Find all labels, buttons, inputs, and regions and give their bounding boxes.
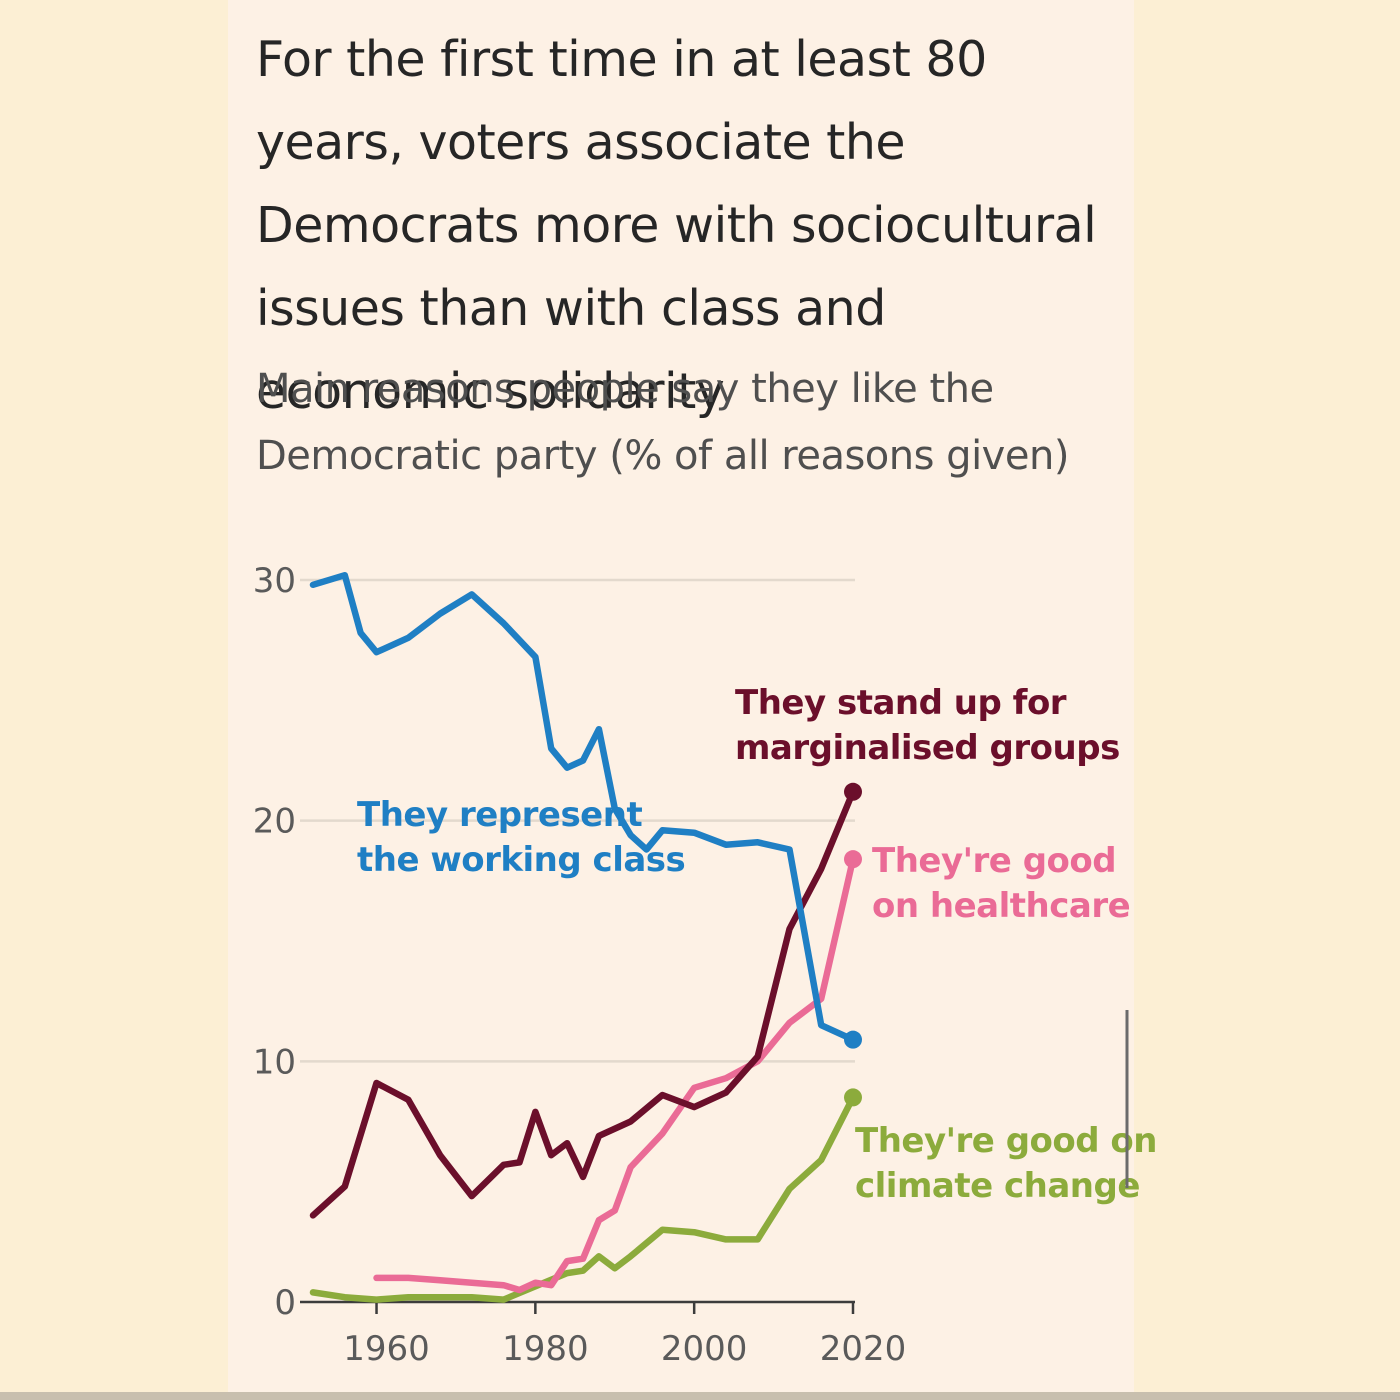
y-tick-label: 10 (253, 1042, 296, 1082)
y-tick-label: 20 (253, 802, 296, 842)
series-end-dot-healthcare (844, 850, 862, 869)
series-label-working_class: They represent (357, 795, 642, 835)
series-label-working_class: the working class (357, 840, 685, 880)
grid-layer (300, 578, 855, 1063)
x-tick-label: 1980 (502, 1329, 589, 1369)
bottom-rule (0, 1392, 1400, 1400)
chart-subtitle: Main reasons people say they like the De… (256, 366, 1069, 479)
series-label-marginalised: They stand up for (735, 683, 1067, 723)
series-label-healthcare: on healthcare (872, 886, 1130, 926)
axis-layer: 0 10 20 30 1960 1980 2000 2020 (253, 561, 907, 1369)
series-label-marginalised: marginalised groups (735, 728, 1120, 768)
x-tick-label: 2000 (661, 1329, 748, 1369)
y-tick-label: 30 (253, 561, 296, 601)
series-end-dot-working_class (844, 1030, 862, 1049)
series-label-climate: They're good on (855, 1121, 1157, 1161)
series-end-dot-climate (844, 1088, 862, 1107)
series-line-working_class (309, 571, 857, 1043)
series-line-climate (309, 1094, 857, 1303)
chart-title: For the first time in at least 80 years,… (256, 31, 1097, 420)
series-line-healthcare (373, 855, 857, 1294)
x-tick-label: 2020 (820, 1329, 907, 1369)
chart-card (228, 0, 1134, 1400)
series-line-marginalised (309, 788, 857, 1219)
series-end-dot-marginalised (844, 782, 862, 801)
series-label-healthcare: They're good (872, 841, 1116, 881)
label-layer: They represent the working class They stan… (357, 683, 1158, 1206)
series-layer (309, 571, 862, 1303)
y-tick-label: 0 (274, 1283, 296, 1323)
series-label-climate: climate change (855, 1166, 1140, 1206)
x-tick-label: 1960 (343, 1329, 430, 1369)
